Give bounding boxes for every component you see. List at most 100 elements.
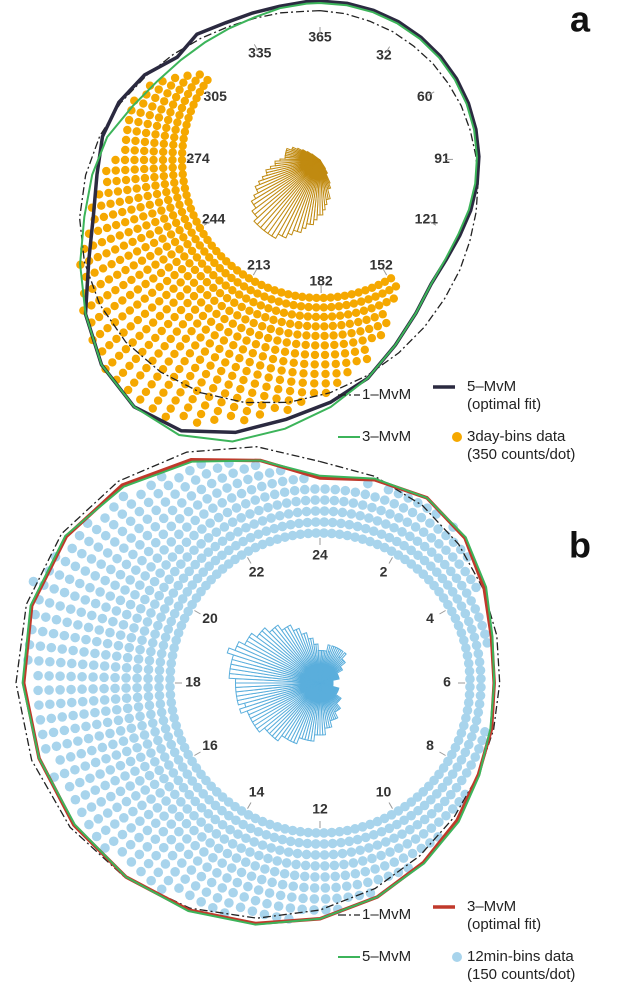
dot-stack	[367, 283, 391, 328]
dot	[150, 599, 160, 610]
dot-stack	[112, 257, 231, 384]
dot	[285, 519, 296, 530]
dot	[168, 211, 178, 220]
dot	[191, 341, 200, 350]
dot	[164, 357, 173, 366]
dot	[130, 165, 139, 174]
dot	[393, 488, 404, 499]
dot	[389, 294, 398, 303]
dot	[199, 847, 209, 857]
dot	[115, 569, 126, 580]
dot-stack	[380, 277, 398, 303]
dot	[143, 497, 154, 508]
dot	[304, 302, 313, 312]
tick-label: 8	[426, 737, 434, 753]
dot	[160, 179, 170, 189]
dot-stack	[393, 503, 432, 560]
dot	[264, 468, 275, 478]
dot	[169, 747, 180, 758]
dot	[158, 640, 169, 651]
dot	[231, 853, 242, 863]
dot	[236, 867, 247, 878]
dot	[160, 632, 171, 643]
dot	[367, 283, 377, 293]
dot	[187, 246, 197, 256]
dot	[299, 871, 310, 882]
dot	[159, 139, 169, 149]
dot	[174, 544, 185, 555]
dot	[70, 723, 80, 734]
dot	[184, 197, 193, 207]
rose-wedge	[303, 632, 321, 684]
dot	[156, 648, 167, 659]
dot	[174, 883, 184, 894]
dot	[130, 215, 139, 224]
dot	[330, 350, 340, 359]
dot	[182, 285, 192, 294]
dot-stack	[123, 125, 188, 143]
dot	[54, 570, 65, 580]
dot	[192, 253, 202, 262]
dot	[389, 857, 400, 868]
dot	[279, 487, 290, 498]
dot	[93, 542, 104, 552]
dot	[209, 271, 218, 280]
tick-label: 6	[443, 674, 451, 690]
dot	[220, 389, 230, 398]
dot	[168, 100, 178, 109]
dot	[203, 823, 214, 833]
dot	[288, 881, 299, 892]
dot	[364, 295, 373, 304]
dot	[180, 127, 190, 136]
dot	[439, 796, 450, 807]
dot-stack	[297, 827, 314, 915]
dot	[173, 601, 184, 611]
dot	[381, 519, 391, 529]
dot	[454, 797, 464, 807]
dot	[146, 608, 156, 618]
legend-label: 5–MvM (optimal fit)	[467, 378, 542, 413]
dot	[217, 858, 227, 868]
dot	[177, 265, 187, 274]
dot	[125, 361, 134, 371]
dot-stack	[342, 825, 365, 901]
dot	[224, 810, 234, 821]
dot	[183, 221, 193, 231]
tick-label: 182	[309, 273, 333, 289]
dot	[132, 127, 141, 136]
dot	[130, 766, 140, 777]
dot	[133, 702, 144, 712]
dot	[179, 411, 188, 421]
dot	[431, 789, 442, 799]
dot	[320, 872, 330, 882]
dot	[200, 347, 210, 356]
dot	[243, 881, 253, 892]
dot	[73, 736, 83, 746]
dot	[213, 375, 222, 384]
dot-stack	[463, 657, 485, 669]
dot	[179, 177, 188, 186]
dot	[310, 484, 320, 494]
dot	[185, 349, 195, 358]
dot	[143, 664, 154, 675]
dot	[121, 662, 132, 673]
dot	[410, 834, 421, 844]
dot-stack	[146, 792, 228, 886]
dot	[263, 283, 273, 293]
dot	[33, 685, 43, 696]
dot	[158, 842, 169, 853]
dot	[140, 309, 150, 319]
dot	[132, 663, 143, 674]
dot	[445, 566, 456, 577]
dot	[200, 401, 210, 410]
dot-stack	[465, 682, 486, 693]
dot	[117, 829, 128, 840]
dot	[143, 265, 152, 274]
dot	[320, 331, 329, 341]
dot	[74, 578, 85, 589]
dot	[352, 834, 363, 845]
dot-stack	[102, 162, 187, 176]
dot	[246, 871, 257, 882]
dot	[241, 315, 250, 324]
dot	[331, 882, 341, 893]
